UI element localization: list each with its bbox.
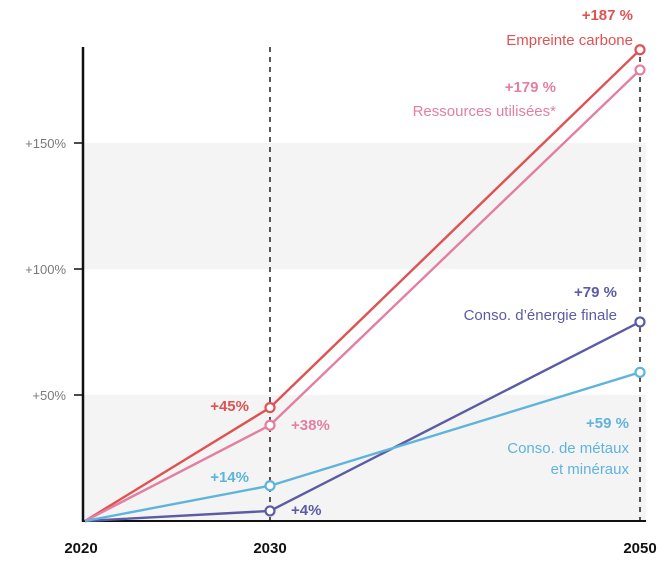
data-point-empreinte-carbone [264,402,276,414]
value-label-2050-conso-de-metaux-et-mineraux: +59 % [586,415,629,432]
series-name-label-empreinte-carbone: Empreinte carbone [506,32,633,49]
series-name-label-conso-de-metaux-et-mineraux: et minéraux [551,461,630,478]
value-label-2030-empreinte-carbone: +45% [210,398,249,415]
data-point-conso-de-metaux-et-mineraux [634,366,646,378]
value-label-2050-ressources-utilisees: +179 % [505,79,556,96]
data-point-conso-de-metaux-et-mineraux [264,480,276,492]
x-tick-label: 2020 [64,540,97,557]
data-point-empreinte-carbone [634,44,646,56]
series-name-label-ressources-utilisees: Ressources utilisées* [413,103,557,120]
value-label-2050-conso-d-energie-finale: +79 % [574,284,617,301]
data-labels: +45% +187 % Empreinte carbone +38% +179 % Res… [210,7,633,519]
series-name-label-conso-d-energie-finale: Conso. d’énergie finale [464,307,617,324]
y-tick-label: +50% [32,388,66,403]
value-label-2030-conso-d-energie-finale: +4% [291,502,321,519]
y-tick-label: +100% [25,262,66,277]
grid-band [84,143,646,269]
data-point-ressources-utilisees [634,64,646,76]
grid-bands [84,143,646,521]
value-label-2030-ressources-utilisees: +38% [291,417,330,434]
y-tick-label: +150% [25,136,66,151]
value-label-2030-conso-de-metaux-et-mineraux: +14% [210,469,249,486]
y-axis-ticks: +50% +100% +150% [25,136,84,403]
series-name-label-conso-de-metaux-et-mineraux: Conso. de métaux [507,440,629,457]
data-point-ressources-utilisees [264,419,276,431]
x-axis-ticks: 2020 2030 2050 [64,540,656,557]
x-tick-label: 2030 [253,540,286,557]
data-point-conso-d-energie-finale [634,316,646,328]
data-point-conso-d-energie-finale [264,505,276,517]
x-tick-label: 2050 [623,540,656,557]
value-label-2050-empreinte-carbone: +187 % [582,7,633,24]
series-points [264,44,646,517]
grid-band [84,395,646,521]
